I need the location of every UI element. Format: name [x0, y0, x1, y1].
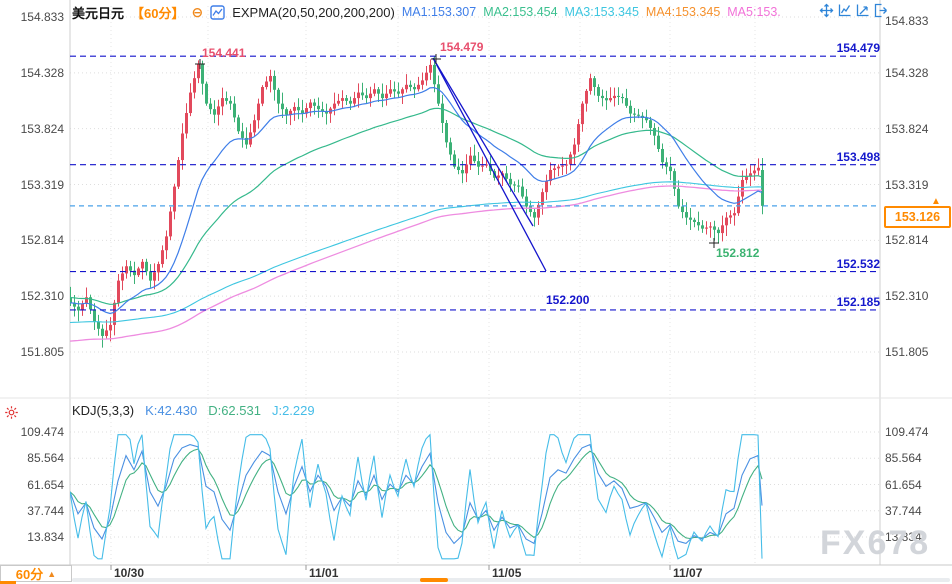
axis-label: 61.654 — [885, 477, 922, 492]
ma3-value: MA3:153.345 — [564, 5, 639, 19]
kdj-d-value: D:62.531 — [208, 403, 261, 418]
axis-label: 109.474 — [20, 425, 64, 439]
axis-chart-icon[interactable] — [837, 3, 852, 18]
axis-label: 13.834 — [27, 530, 64, 544]
axis-label: 85.564 — [27, 451, 64, 466]
axis-label: 151.805 — [20, 345, 64, 359]
axis-label: 154.328 — [20, 65, 64, 80]
kdj-title: KDJ(5,3,3) — [72, 403, 135, 418]
axis-pointer-icon[interactable] — [855, 3, 870, 18]
kdj-k-value: K:42.430 — [145, 403, 198, 418]
annotation-high-1: 154.441 — [202, 46, 246, 60]
axis-label: 37.744 — [27, 503, 64, 518]
kdj-header: KDJ(5,3,3) K:42.430 D:62.531 J:2.229 — [72, 403, 315, 418]
scrollbar-corner-accent — [0, 581, 16, 584]
move-icon[interactable] — [819, 3, 834, 18]
axis-label: 153.319 — [885, 177, 929, 192]
axis-label: 152.310 — [885, 289, 929, 304]
level-label-0: 154.479 — [836, 41, 880, 56]
axis-label: 152.310 — [20, 289, 64, 304]
main-header: 美元日元 【60分】 ⊖ EXPMA(20,50,200,200,200) MA… — [72, 3, 781, 21]
date-label: 11/05 — [492, 566, 522, 580]
ma1-value: MA1:153.307 — [401, 5, 477, 19]
axis-label: 85.564 — [885, 451, 922, 466]
kdj-j-value: J:2.229 — [271, 403, 315, 418]
indicator-chart-icon[interactable] — [210, 4, 225, 20]
axis-label: 109.474 — [885, 425, 929, 439]
date-label: 10/30 — [114, 566, 145, 580]
axis-label: 154.833 — [885, 14, 929, 28]
timeframe-tab-label: 60分 — [15, 567, 44, 582]
scrollbar-track[interactable] — [72, 578, 950, 582]
annotation-support: 152.200 — [546, 293, 590, 307]
axis-label: 154.833 — [20, 10, 64, 24]
annotation-low: 152.812 — [716, 246, 760, 260]
axis-label: 154.328 — [885, 65, 929, 80]
price-up-arrow-icon: ▲ — [931, 195, 941, 207]
chart-toolbar — [819, 3, 888, 18]
zoom-out-icon[interactable]: ⊖ — [191, 4, 204, 20]
axis-label: 153.824 — [885, 121, 929, 136]
axis-label: 152.814 — [20, 233, 64, 248]
timeframe-tab[interactable]: 60分 ▲ — [0, 565, 72, 582]
level-label-1: 153.498 — [836, 149, 880, 164]
axis-label: 153.319 — [20, 177, 64, 192]
watermark: FX678 — [820, 524, 931, 562]
axis-label: 37.744 — [885, 503, 922, 518]
indicator-label: EXPMA(20,50,200,200,200) — [232, 4, 395, 20]
level-label-2: 152.532 — [836, 256, 880, 271]
ma5-value: MA5:153. — [727, 5, 781, 19]
current-price-badge: 153.126 — [884, 206, 951, 229]
timeframe-tab-arrow-icon: ▲ — [47, 568, 57, 579]
timeframe-label: 【60分】 — [131, 5, 185, 21]
axis-label: 13.834 — [885, 530, 922, 544]
date-label: 11/01 — [309, 566, 339, 580]
axis-label: 151.805 — [885, 345, 929, 359]
axis-label: 61.654 — [27, 477, 64, 492]
symbol-title: 美元日元 — [72, 5, 125, 21]
ma4-value: MA4:153.345 — [645, 5, 721, 19]
axis-label: 152.814 — [885, 233, 929, 248]
date-label: 11/07 — [673, 566, 703, 580]
ma2-value: MA2:153.454 — [483, 5, 558, 19]
kdj-settings-gear-icon[interactable] — [3, 404, 20, 421]
level-label-3: 152.185 — [836, 294, 880, 309]
axis-label: 153.824 — [20, 121, 64, 136]
annotation-high-2: 154.479 — [440, 40, 484, 54]
scrollbar-handle[interactable] — [420, 578, 448, 582]
exit-panel-icon[interactable] — [873, 3, 888, 18]
